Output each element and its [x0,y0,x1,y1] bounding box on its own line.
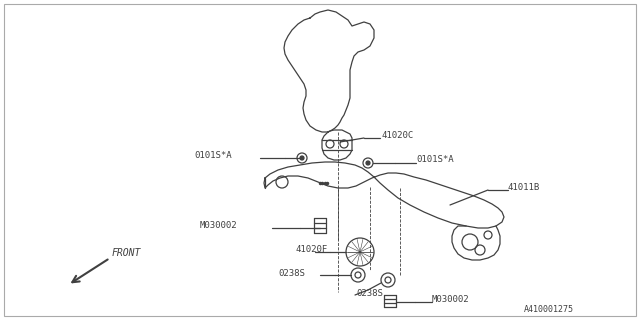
Text: FRONT: FRONT [112,248,141,258]
Text: 0238S: 0238S [278,268,305,277]
Text: 41020C: 41020C [381,131,413,140]
Text: A410001275: A410001275 [524,306,574,315]
Circle shape [366,161,370,165]
Text: M030002: M030002 [432,295,470,305]
Text: 41020F: 41020F [296,245,328,254]
Text: 41011B: 41011B [508,182,540,191]
Circle shape [300,156,304,160]
Text: M030002: M030002 [200,221,237,230]
Text: 0101S*A: 0101S*A [416,156,454,164]
Text: 0238S: 0238S [356,289,383,298]
Text: 0101S*A: 0101S*A [194,151,232,161]
